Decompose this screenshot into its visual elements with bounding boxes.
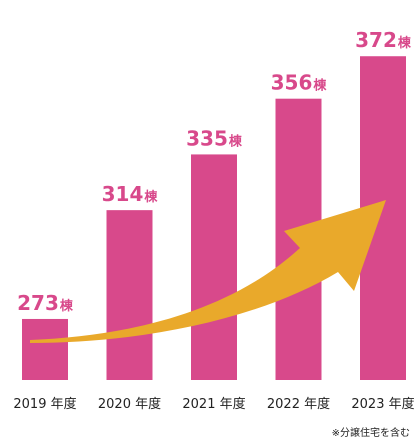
value-label-4: 372棟 <box>355 28 412 52</box>
bar-0 <box>22 318 68 380</box>
value-label-1: 314棟 <box>102 182 159 206</box>
tick-label-1: 2020 年度 <box>98 396 161 412</box>
footnote: ※分譲住宅を含む <box>331 428 410 439</box>
bar-1 <box>106 210 153 380</box>
tick-label-0: 2019 年度 <box>13 396 76 412</box>
tick-label-4: 2023 年度 <box>351 396 414 412</box>
value-label-0: 273棟 <box>17 291 74 315</box>
tick-label-2: 2021 年度 <box>182 396 245 412</box>
value-label-2: 335棟 <box>186 126 243 150</box>
value-label-3: 356棟 <box>271 71 328 95</box>
trend-arrow <box>30 200 386 343</box>
tick-label-3: 2022 年度 <box>267 396 330 412</box>
value-labels-group: 273棟 314棟 335棟 356棟 372棟 <box>17 28 412 315</box>
x-axis-ticks: 2019 年度 2020 年度 2021 年度 2022 年度 2023 年度 <box>13 396 414 412</box>
bar-2 <box>191 154 237 380</box>
